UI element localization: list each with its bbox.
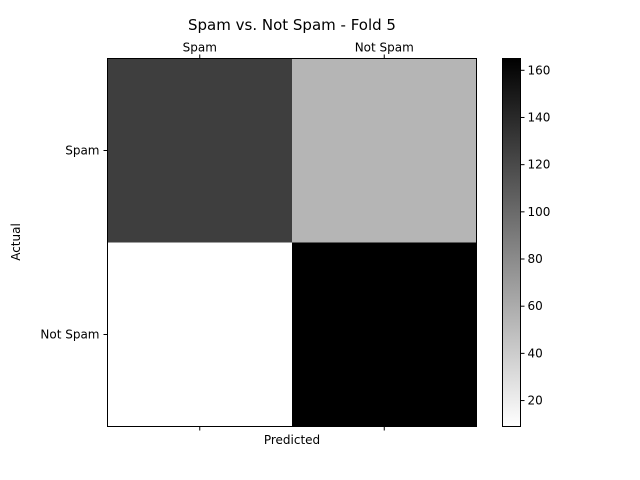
y-axis-ticks: Spam Not Spam (40, 144, 108, 342)
heatmap-cell (292, 58, 477, 243)
x-axis-ticks: Spam Not Spam (183, 41, 414, 431)
plot-frame (107, 58, 477, 427)
heatmap-cell (292, 242, 477, 427)
colorbar (502, 58, 521, 427)
y-axis-label: Actual (9, 223, 23, 261)
chart-title: Spam vs. Not Spam - Fold 5 (188, 16, 396, 34)
colorbar-tick-label: 20 (528, 394, 543, 408)
colorbar-ticks: 20 40 60 80 100 120 140 160 (520, 63, 551, 408)
x-axis-label: Predicted (264, 433, 320, 447)
heatmap-cell (107, 58, 292, 243)
heatmap-cell (107, 242, 292, 427)
heatmap-cells (107, 58, 477, 427)
x-tick-label: Not Spam (355, 41, 414, 55)
x-tick-label: Spam (183, 41, 217, 55)
colorbar-tick-label: 140 (528, 110, 551, 124)
colorbar-tick-label: 40 (528, 346, 543, 360)
y-tick-label: Not Spam (40, 328, 99, 342)
colorbar-tick-label: 160 (528, 63, 551, 77)
colorbar-tick-label: 60 (528, 299, 543, 313)
y-tick-label: Spam (65, 144, 99, 158)
colorbar-tick-label: 120 (528, 158, 551, 172)
colorbar-tick-label: 80 (528, 252, 543, 266)
colorbar-tick-label: 100 (528, 205, 551, 219)
